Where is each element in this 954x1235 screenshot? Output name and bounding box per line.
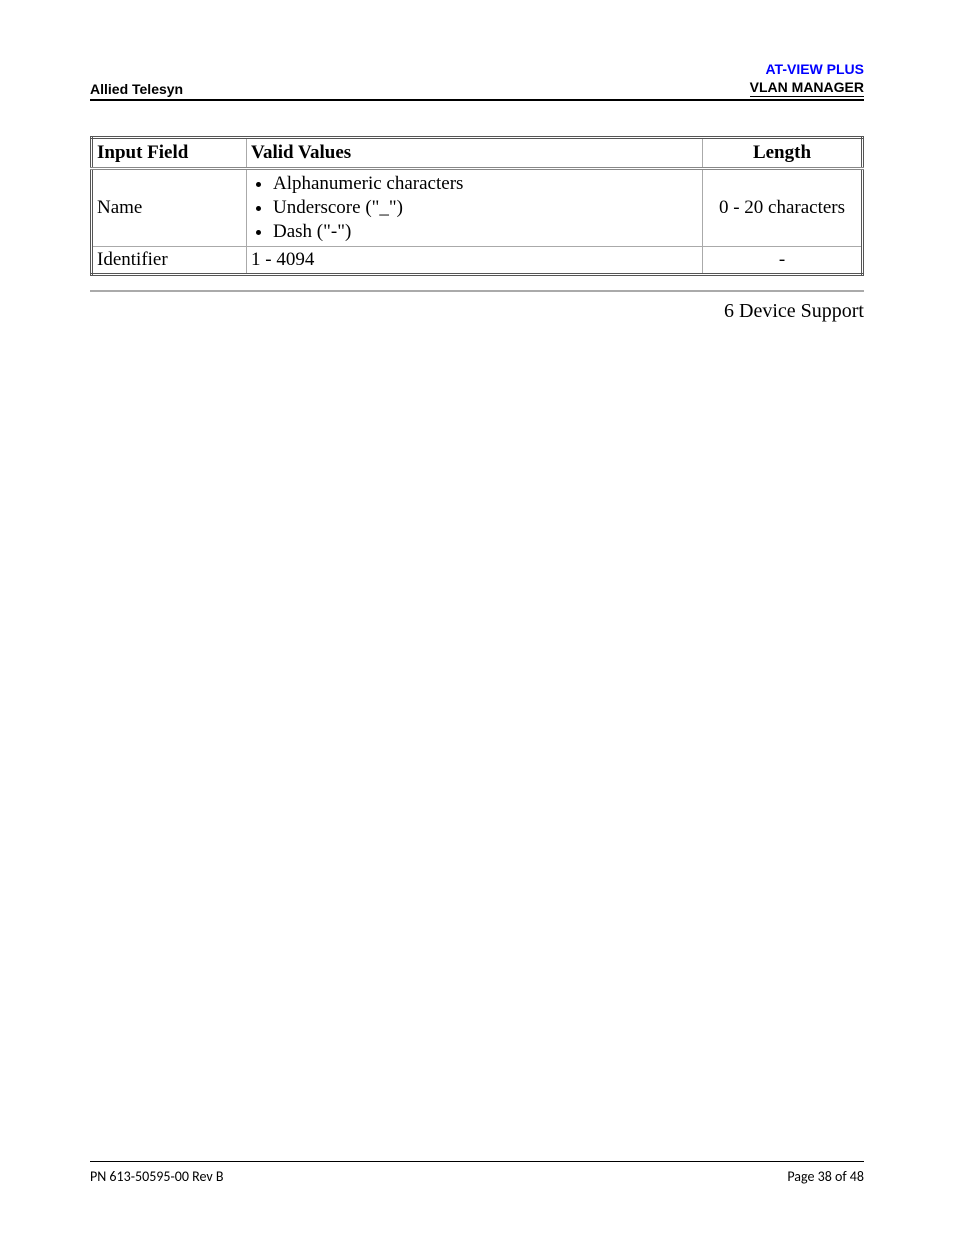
list-item: Alphanumeric characters [273,172,698,196]
page-header: Allied Telesyn AT-VIEW PLUS VLAN MANAGER [90,60,864,101]
footer-part-number: PN 613-50595-00 Rev B [90,1168,224,1185]
cell-valid-values-name: Alphanumeric characters Underscore ("_")… [247,169,703,246]
list-item: Dash ("-") [273,220,698,244]
section-divider [90,290,864,292]
cell-length-name: 0 - 20 characters [703,169,863,246]
header-product-line2: VLAN MANAGER [750,78,864,97]
table-row: Name Alphanumeric characters Underscore … [92,169,863,246]
section-heading: 6 Device Support [90,300,864,323]
cell-valid-values-identifier: 1 - 4094 [247,246,703,274]
header-company: Allied Telesyn [90,81,183,97]
header-product-line1: AT-VIEW PLUS [750,60,864,78]
footer-page-number: Page 38 of 48 [787,1168,864,1185]
table-row: Identifier 1 - 4094 - [92,246,863,274]
header-product: AT-VIEW PLUS VLAN MANAGER [750,60,864,97]
table-header-row: Input Field Valid Values Length [92,138,863,169]
input-validation-table: Input Field Valid Values Length Name Alp… [90,136,864,275]
content-area: Input Field Valid Values Length Name Alp… [90,136,864,322]
cell-field-identifier: Identifier [92,246,247,274]
page-footer: PN 613-50595-00 Rev B Page 38 of 48 [90,1161,864,1185]
list-item: Underscore ("_") [273,196,698,220]
valid-values-list: Alphanumeric characters Underscore ("_")… [251,172,698,243]
cell-field-name: Name [92,169,247,246]
col-header-field: Input Field [92,138,247,169]
col-header-valid-values: Valid Values [247,138,703,169]
col-header-length: Length [703,138,863,169]
document-page: Allied Telesyn AT-VIEW PLUS VLAN MANAGER… [0,0,954,1235]
cell-length-identifier: - [703,246,863,274]
